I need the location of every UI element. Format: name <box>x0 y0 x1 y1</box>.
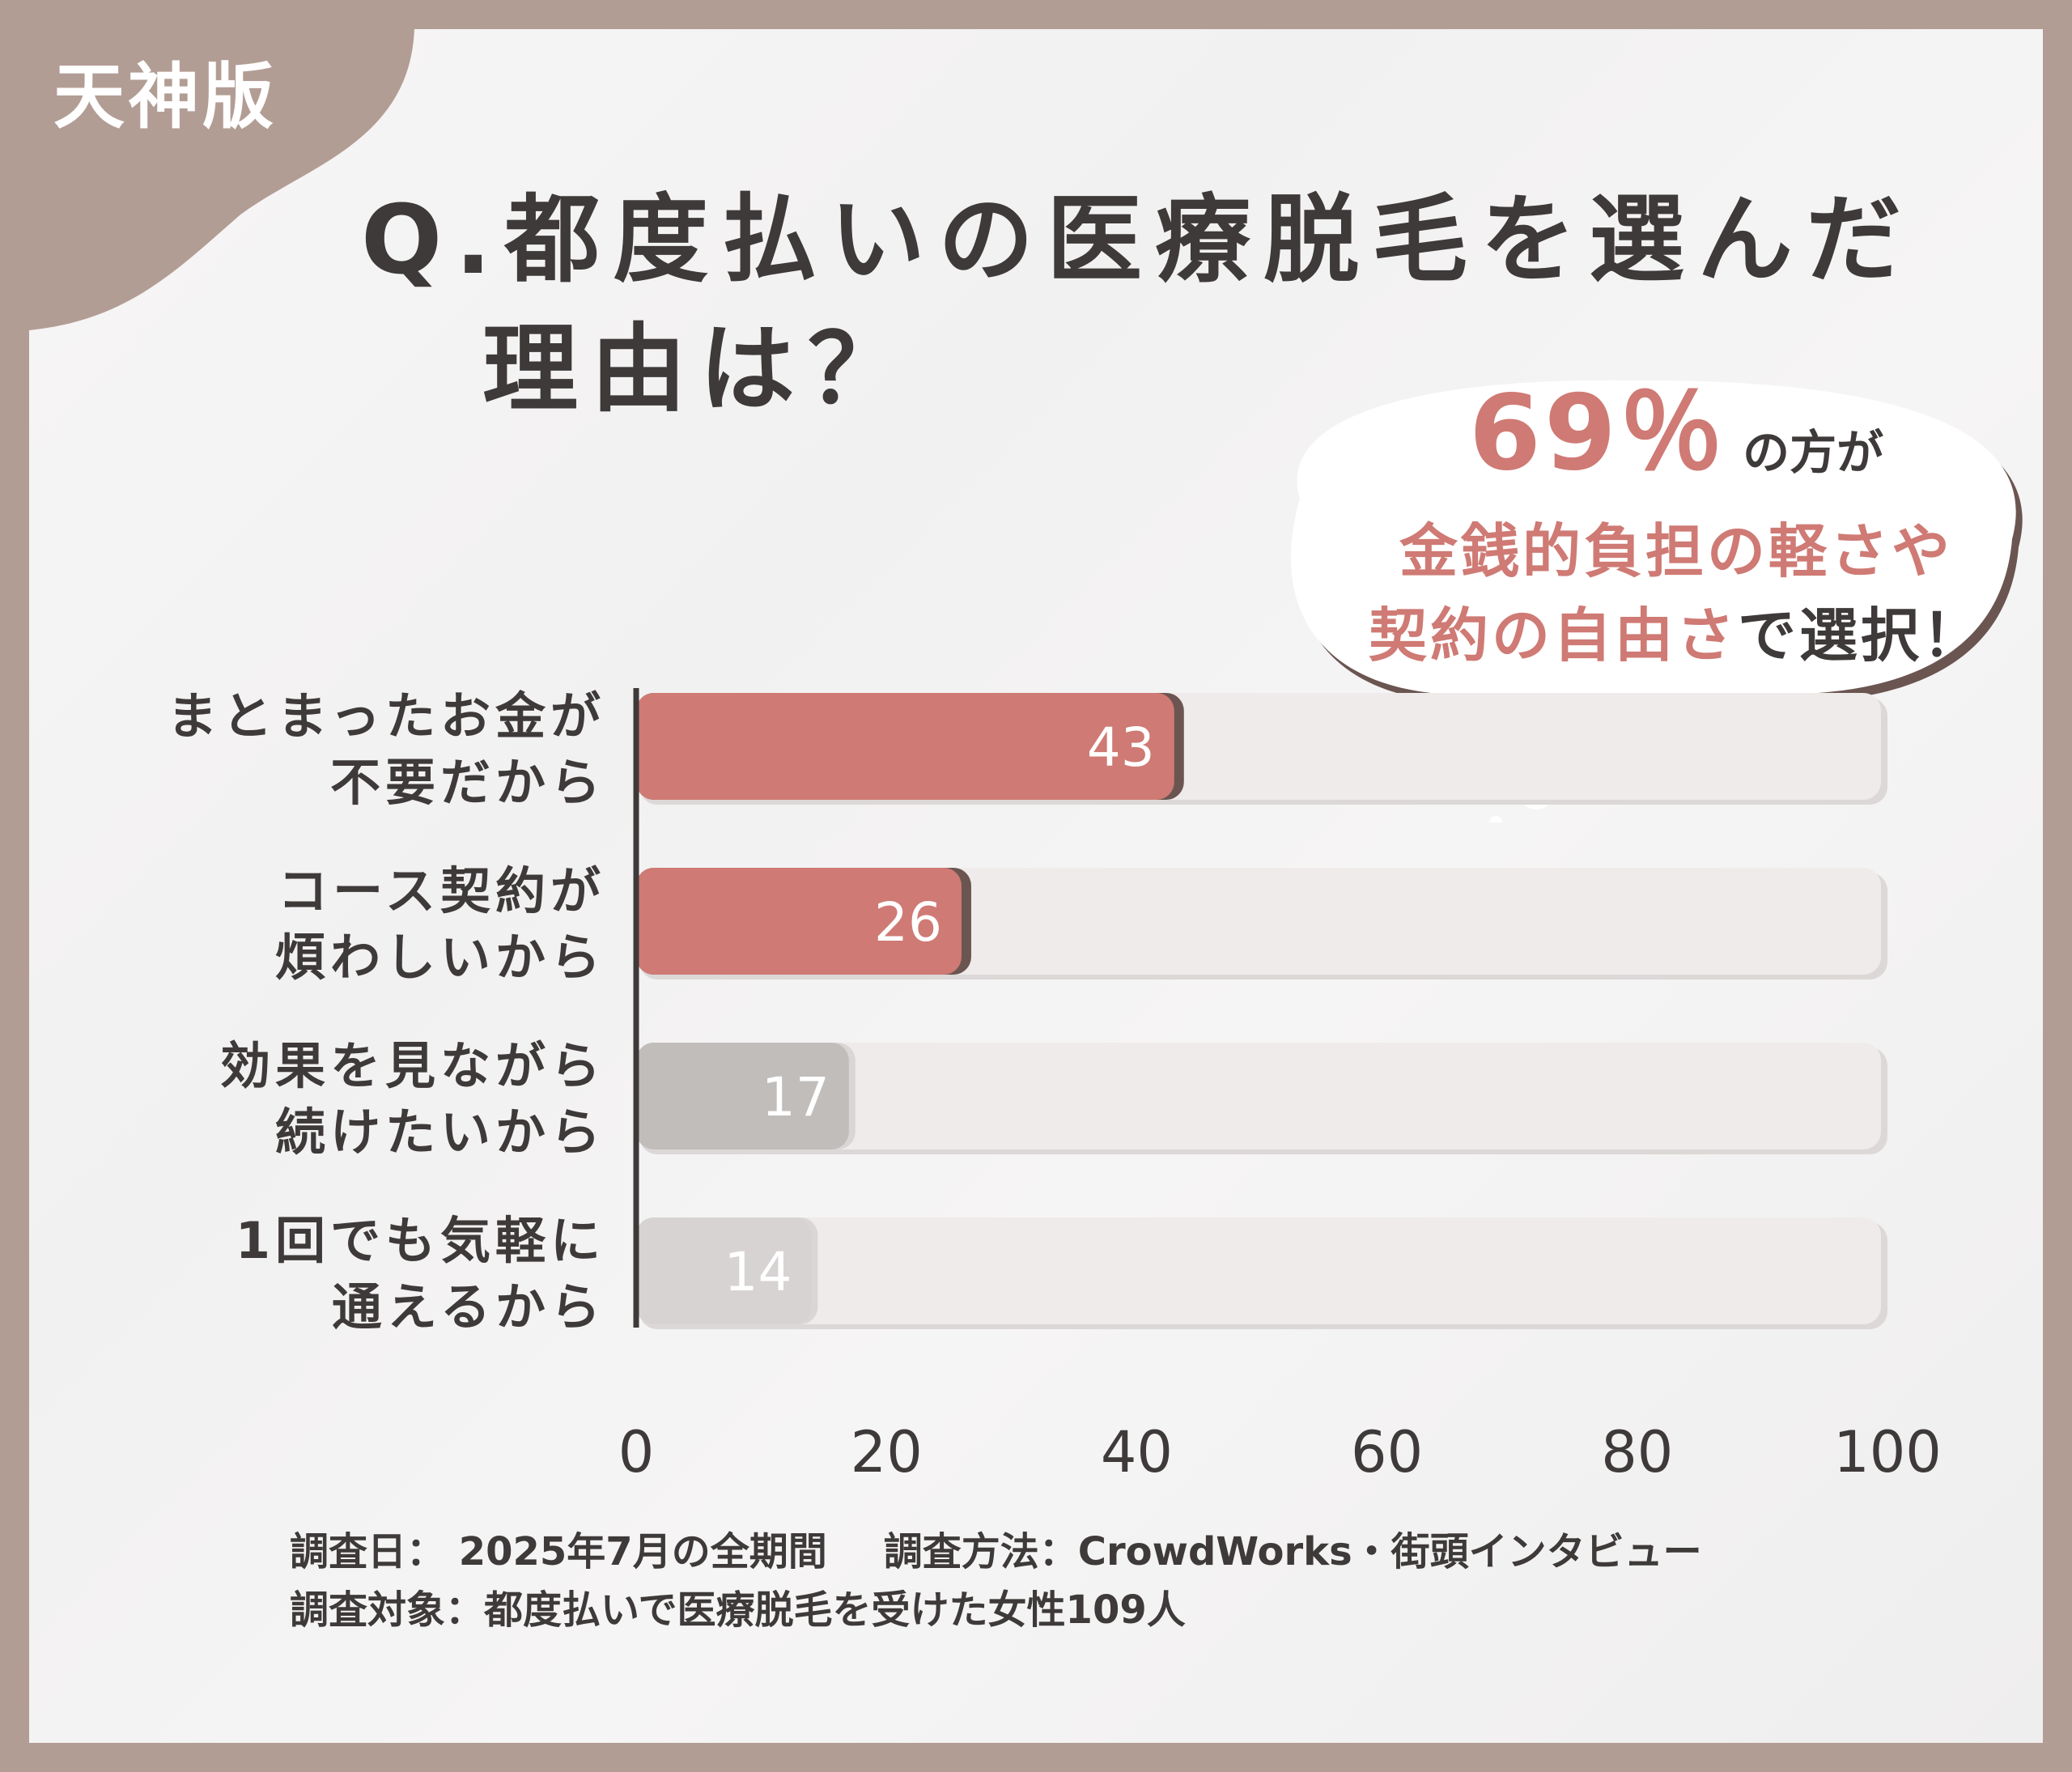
survey-date: 調査日： 2025年7月の全期間 <box>290 1529 827 1574</box>
corner-decoration <box>29 29 414 330</box>
category-label: 不要だから <box>330 753 605 812</box>
survey-footer: 調査日： 2025年7月の全期間 調査方法：CrowdWorks・街頭インタビュー… <box>290 1523 1702 1639</box>
category-label: 1回でも気軽に <box>236 1211 605 1270</box>
bar-value-label: 14 <box>724 1241 792 1303</box>
bar <box>636 1043 849 1149</box>
x-tick-label: 100 <box>1833 1419 1942 1485</box>
survey-method: 調査方法：CrowdWorks・街頭インタビュー <box>883 1529 1702 1574</box>
question-title: Q.都度払いの医療脱毛を選んだ 理由は？ <box>361 175 1972 434</box>
bar <box>636 868 962 975</box>
category-label: 煩わしいから <box>275 928 605 987</box>
callout-line-2: 金銭的負担の軽さや <box>1399 517 1953 585</box>
title-line-2: 理由は？ <box>482 313 917 425</box>
x-tick-label: 20 <box>851 1419 923 1485</box>
bar-value-label: 43 <box>1087 716 1155 779</box>
infographic-card: 天神版 Q.都度払いの医療脱毛を選んだ 理由は？ 69％ の方が 金銭的負担の軽… <box>29 29 2043 1743</box>
bar <box>636 1217 812 1324</box>
x-tick-label: 0 <box>618 1419 655 1485</box>
callout-text: 69％ の方が 金銭的負担の軽さや 契約の自由さで選択！ <box>1292 377 2043 678</box>
category-label: 効果を見ながら <box>220 1036 605 1095</box>
callout-line-3-accent: 契約の自由さ <box>1368 601 1738 669</box>
callout-line-1-rest: の方が <box>1743 425 1884 480</box>
category-label: コース契約が <box>278 861 605 920</box>
region-label: 天神版 <box>53 55 278 138</box>
bar-value-label: 26 <box>874 891 942 954</box>
survey-target: 調査対象：都度払いで医療脱毛を受けた女性109人 <box>290 1587 1186 1633</box>
bar-track <box>636 1043 1881 1149</box>
category-label: 続けたいから <box>275 1103 605 1162</box>
category-label: まとまったお金が <box>167 686 605 746</box>
survey-line-1: 調査日： 2025年7月の全期間 調査方法：CrowdWorks・街頭インタビュー <box>290 1523 1702 1581</box>
callout-percent: 69％ <box>1468 373 1726 494</box>
bar-track <box>636 1217 1881 1324</box>
category-label: 通えるから <box>332 1277 605 1336</box>
title-line-1: Q.都度払いの医療脱毛を選んだ <box>361 184 1915 295</box>
speech-bubble <box>1290 380 2023 822</box>
callout-line-3: 契約の自由さで選択！ <box>1292 593 2043 678</box>
x-tick-label: 60 <box>1351 1419 1423 1485</box>
callout-line-1: 69％ の方が <box>1292 377 2043 509</box>
x-tick-label: 80 <box>1601 1419 1673 1485</box>
callout-line-3-rest: で選択！ <box>1738 601 1985 669</box>
x-tick-label: 40 <box>1101 1419 1173 1485</box>
bar <box>636 693 1174 800</box>
bar-value-label: 17 <box>762 1066 830 1128</box>
